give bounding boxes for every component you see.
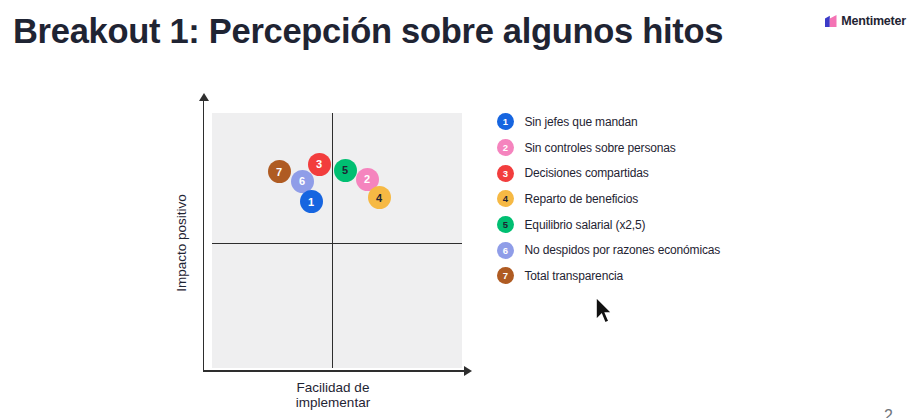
mouse-cursor-icon	[594, 296, 614, 326]
legend-item: 7 Total transparencia	[497, 263, 720, 289]
legend-item: 2 Sin controles sobre personas	[497, 135, 720, 161]
legend-label: Equilibrio salarial (x2,5)	[525, 218, 646, 232]
legend-label: Total transparencia	[525, 269, 624, 283]
y-axis-label: Impacto positivo	[174, 143, 192, 343]
y-axis-arrow	[199, 93, 209, 101]
legend-label: Decisiones compartidas	[525, 166, 649, 180]
slide: Breakout 1: Percepción sobre algunos hit…	[0, 0, 916, 418]
legend-item: 4 Reparto de beneficios	[497, 186, 720, 212]
mentimeter-logo-icon	[825, 15, 837, 27]
data-point-3[interactable]: 3	[308, 153, 331, 176]
quadrant-vertical-line	[332, 113, 333, 368]
legend-label: Reparto de beneficios	[525, 192, 639, 206]
data-point-5[interactable]: 5	[334, 159, 357, 182]
legend-marker-5: 5	[497, 216, 514, 233]
legend-item: 5 Equilibrio salarial (x2,5)	[497, 212, 720, 238]
legend-marker-3: 3	[497, 165, 514, 182]
legend-marker-4: 4	[497, 190, 514, 207]
x-axis-line	[203, 370, 465, 372]
mentimeter-logo-text: Mentimeter	[841, 14, 906, 28]
y-axis-line	[203, 101, 205, 372]
x-axis-label: Facilidad de implementar	[273, 380, 393, 410]
legend-marker-7: 7	[497, 267, 514, 284]
slide-title: Breakout 1: Percepción sobre algunos hit…	[13, 12, 723, 51]
legend-item: 3 Decisiones compartidas	[497, 160, 720, 186]
legend-marker-6: 6	[497, 242, 514, 259]
legend-label: No despidos por razones económicas	[525, 243, 721, 257]
legend-item: 6 No despidos por razones económicas	[497, 237, 720, 263]
legend-marker-1: 1	[497, 113, 514, 130]
data-point-4[interactable]: 4	[368, 186, 391, 209]
page-number: 2	[884, 407, 893, 418]
legend-label: Sin controles sobre personas	[525, 141, 676, 155]
x-axis-arrow	[464, 366, 472, 376]
legend-item: 1 Sin jefes que mandan	[497, 109, 720, 135]
legend-marker-2: 2	[497, 139, 514, 156]
data-point-1[interactable]: 1	[300, 190, 323, 213]
legend-label: Sin jefes que mandan	[525, 115, 638, 129]
legend: 1 Sin jefes que mandan 2 Sin controles s…	[497, 109, 720, 289]
data-point-6[interactable]: 6	[291, 170, 314, 193]
quadrant-horizontal-line	[212, 243, 462, 244]
mentimeter-brand: Mentimeter	[825, 14, 906, 28]
plot-area	[212, 113, 462, 368]
data-point-7[interactable]: 7	[268, 160, 291, 183]
